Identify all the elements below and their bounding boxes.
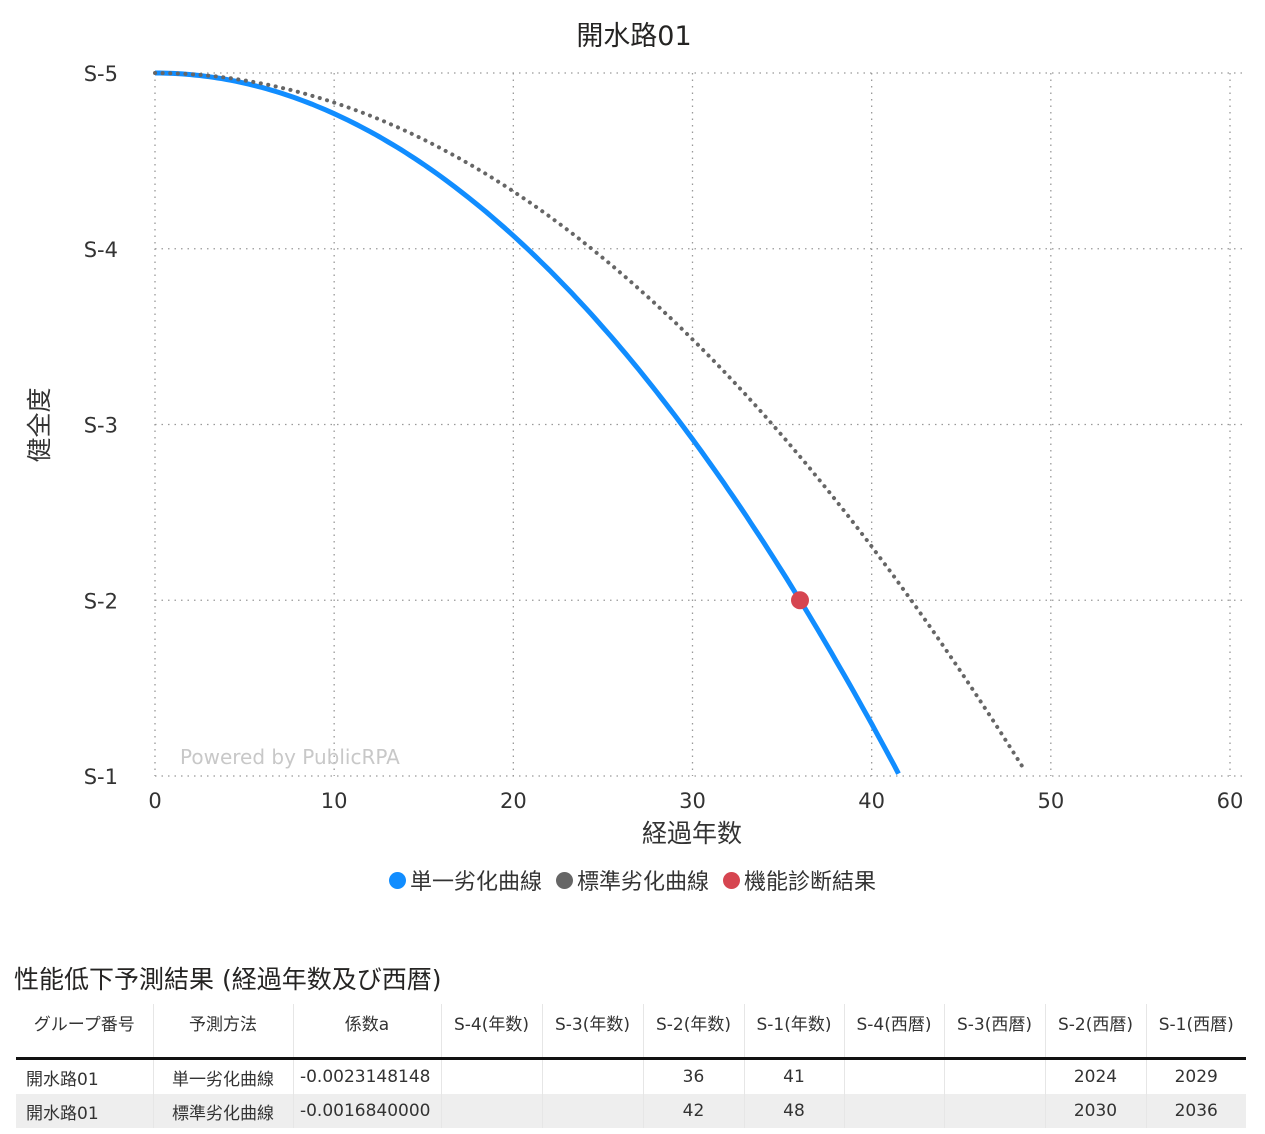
table-cell: 単一劣化曲線 [152,1058,293,1094]
x-tick-labels: 0 10 20 30 40 50 60 [148,789,1243,813]
column-header[interactable]: S-1(西暦) [1145,1004,1246,1060]
table-cell [541,1094,643,1128]
column-header[interactable]: S-1(年数) [743,1004,844,1060]
chart-title: 開水路01 [576,21,691,52]
legend-label: 単一劣化曲線 [409,870,542,895]
grid [154,72,1245,777]
table-cell [943,1094,1045,1128]
y-tick-label: S-3 [84,414,118,438]
legend-item[interactable]: 標準劣化曲線 [555,864,709,896]
x-tick-label: 60 [1217,789,1244,813]
table-cell: 開水路01 [26,1069,99,1090]
table-cell: 2024 [1044,1058,1146,1094]
series-group [153,70,1026,775]
table-cell [943,1058,1045,1094]
table-title: 性能低下予測結果 (経過年数及び西暦) [14,965,442,994]
table-cell [843,1094,944,1128]
y-tick-label: S-2 [84,589,118,613]
legend-label: 標準劣化曲線 [576,870,709,895]
x-tick-label: 30 [679,789,706,813]
legend: 単一劣化曲線 標準劣化曲線 機能診断結果 [0,864,1265,896]
table-cell: 41 [743,1058,844,1094]
x-tick-label: 50 [1037,789,1064,813]
column-header[interactable]: 係数a [292,1004,441,1060]
table-cell: 標準劣化曲線 [152,1094,293,1128]
legend-dot-icon [555,871,573,889]
column-header[interactable]: S-2(年数) [642,1004,744,1060]
y-tick-label: S-4 [84,238,118,262]
table-cell: 2029 [1145,1058,1246,1094]
legend-dot-icon [723,871,740,889]
table-cell [541,1058,643,1094]
y-tick-label: S-5 [84,62,118,86]
table-row: 開水路01 標準劣化曲線 -0.0016840000 42 48 2030 2036 [16,1094,1246,1128]
table-row: 開水路01 単一劣化曲線 -0.0023148148 36 41 2024 2029 [16,1058,1246,1094]
table-cell: 2030 [1044,1094,1146,1128]
diagnosis-point [791,591,809,610]
column-header[interactable]: グループ番号 [16,1004,153,1060]
x-tick-label: 0 [148,789,161,813]
legend-item[interactable]: 機能診断結果 [723,864,876,896]
column-header[interactable]: S-4(年数) [440,1004,542,1060]
table-cell [440,1094,542,1128]
column-header[interactable]: S-3(西暦) [943,1004,1045,1060]
column-header[interactable]: S-3(年数) [541,1004,643,1060]
y-axis-title: 健全度 [25,387,54,462]
table-cell [440,1058,542,1094]
table-cell: 36 [642,1058,744,1094]
column-header[interactable]: S-2(西暦) [1044,1004,1146,1060]
x-tick-label: 20 [500,789,527,813]
y-tick-label: S-1 [84,765,118,789]
x-tick-label: 10 [321,789,348,813]
chart: 開水路01 S-5 S-4 S-3 S-2 S-1 0 10 20 30 40 50 60 Powe… [25,21,1245,848]
table-cell: 48 [743,1094,844,1128]
column-header[interactable]: S-4(西暦) [843,1004,944,1060]
table-cell: -0.0016840000 [292,1094,441,1128]
table-cell: -0.0023148148 [292,1058,441,1094]
table-cell: 42 [642,1094,744,1128]
legend-label: 機能診断結果 [744,870,877,895]
column-header[interactable]: 予測方法 [152,1004,293,1060]
table-cell: 2036 [1145,1094,1246,1128]
watermark: Powered by PublicRPA [180,745,400,769]
standard-curve-line [153,71,1026,772]
table-cell [843,1058,944,1094]
x-axis-title: 経過年数 [642,819,742,848]
result-table: グループ番号 予測方法 係数a S-4(年数) S-3(年数) S-2(年数) S-1(年数… [16,1004,1246,1128]
single-curve-line [155,70,901,775]
x-tick-label: 40 [858,789,885,813]
legend-dot-icon [388,871,406,889]
table-header-row: グループ番号 予測方法 係数a S-4(年数) S-3(年数) S-2(年数) S-1(年数… [16,1004,1246,1060]
table-body: 開水路01 単一劣化曲線 -0.0023148148 36 41 2024 2029 開水路0… [16,1058,1246,1128]
y-tick-labels: S-5 S-4 S-3 S-2 S-1 [84,62,118,789]
legend-item[interactable]: 単一劣化曲線 [388,864,542,896]
table-cell: 開水路01 [16,1094,153,1128]
